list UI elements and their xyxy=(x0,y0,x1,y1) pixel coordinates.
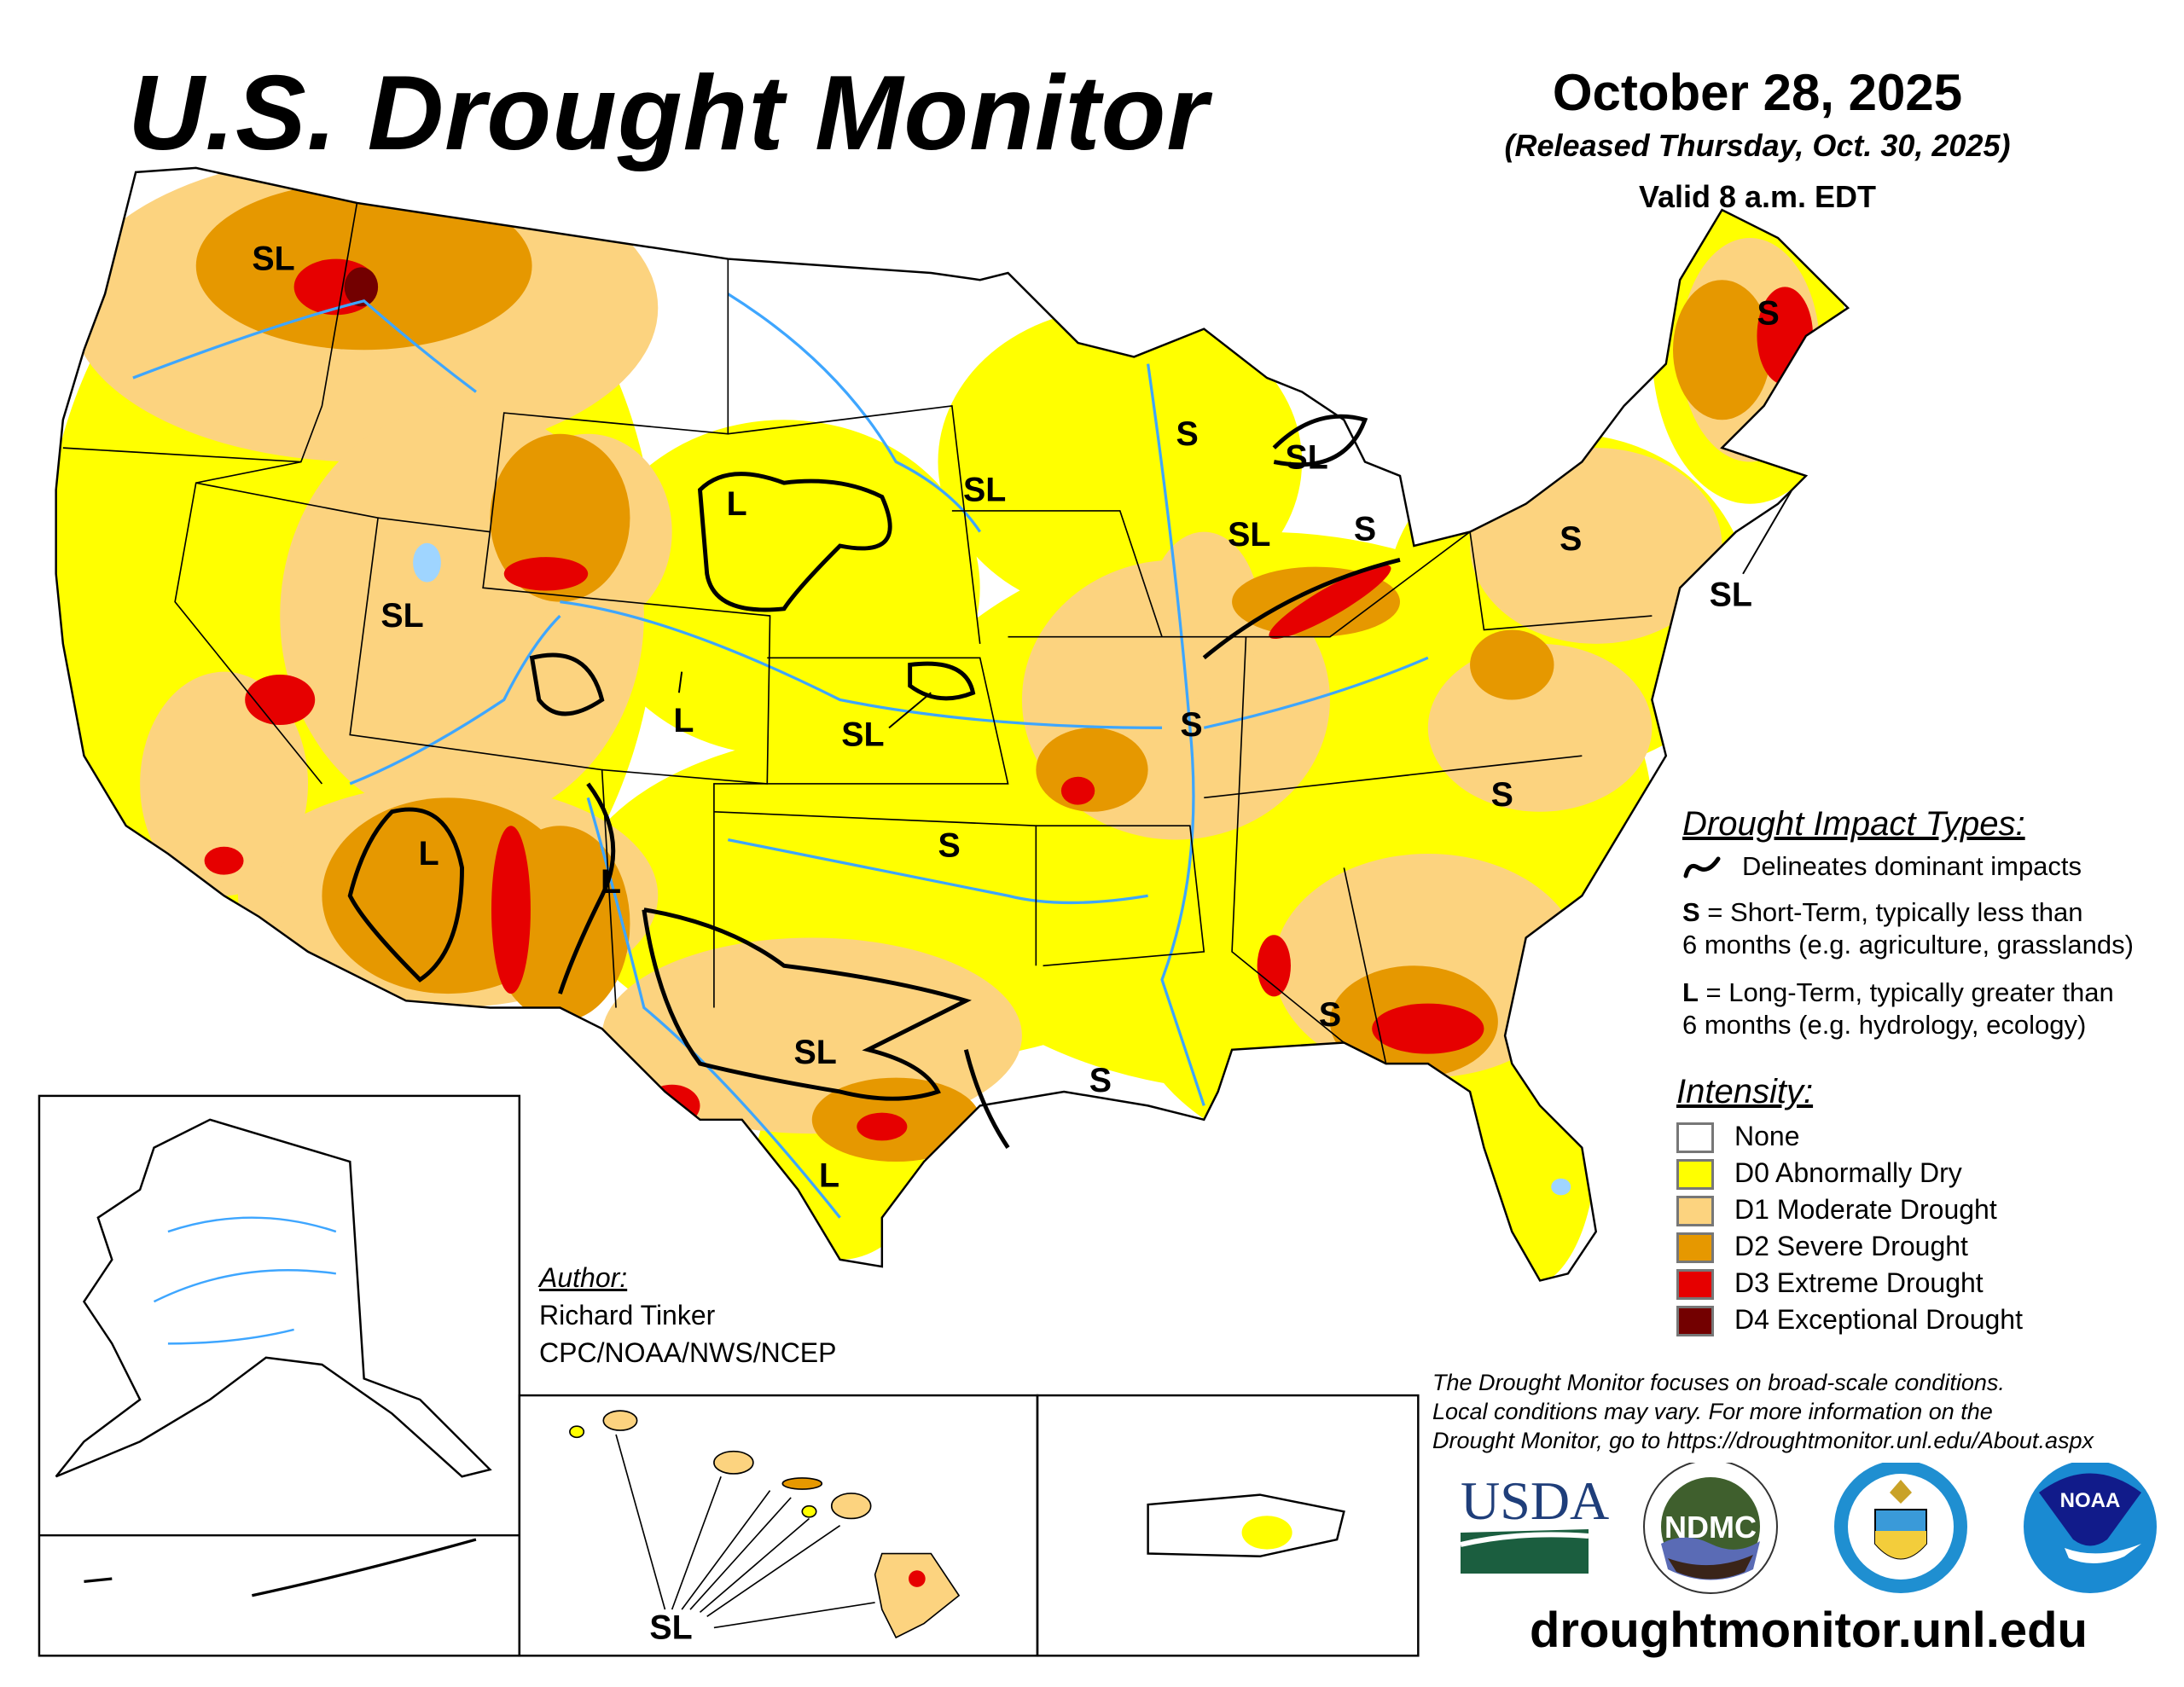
impact-label: L xyxy=(419,835,439,872)
boundary-line-icon xyxy=(1683,856,1721,878)
long-term-desc-1: = Long-Term, typically greater than xyxy=(1698,977,2114,1007)
short-term-desc: S = Short-Term, typically less than xyxy=(1682,896,2134,929)
inset-frames xyxy=(38,1094,1420,1657)
ndmc-logo: NDMC xyxy=(1643,1463,1778,1594)
website-url[interactable]: droughtmonitor.unl.edu xyxy=(1529,1603,2088,1658)
author-org: CPC/NOAA/NWS/NCEP xyxy=(539,1337,837,1368)
impact-label: SL xyxy=(963,471,1006,508)
impact-label: L xyxy=(601,863,621,901)
impact-legend: Drought Impact Types: Delineates dominan… xyxy=(1682,805,2134,1041)
impact-label: SL xyxy=(649,1609,692,1647)
partner-logos: USDA NDMC NOAA xyxy=(1460,1463,2157,1594)
impact-label: S xyxy=(1560,520,1582,558)
author-name: Richard Tinker xyxy=(539,1300,716,1330)
conus-outline xyxy=(55,166,1850,1282)
legend-label-d0: D0 Abnormally Dry xyxy=(1734,1157,1962,1188)
impact-label: SL xyxy=(380,597,423,635)
swatch-d2 xyxy=(1676,1232,1714,1263)
disclaimer-line: Local conditions may vary. For more info… xyxy=(1432,1399,1993,1424)
legend-label-d3: D3 Extreme Drought xyxy=(1734,1267,1984,1298)
boundary-line-desc: Delineates dominant impacts xyxy=(1742,851,2082,881)
intensity-legend-title: Intensity: xyxy=(1676,1073,1814,1110)
svg-text:NDMC: NDMC xyxy=(1664,1510,1757,1545)
valid-time: Valid 8 a.m. EDT xyxy=(1638,179,1877,214)
long-term-desc: L = Long-Term, typically greater than xyxy=(1682,977,2134,1009)
disclaimer-line: Drought Monitor, go to https://droughtmo… xyxy=(1432,1428,2094,1453)
swatch-d0 xyxy=(1676,1159,1714,1190)
disclaimer-line: The Drought Monitor focuses on broad-sca… xyxy=(1432,1370,2005,1395)
impact-label: S xyxy=(1089,1062,1112,1099)
d4-areas xyxy=(344,267,379,307)
page-title: U.S. Drought Monitor xyxy=(128,55,1209,172)
hawaii-inset xyxy=(569,1410,961,1639)
impact-label: L xyxy=(819,1157,839,1195)
short-term-desc-1: = Short-Term, typically less than xyxy=(1699,897,2083,927)
legend-label-none: None xyxy=(1734,1121,1800,1151)
short-term-key: S xyxy=(1682,897,1700,927)
impact-label: SL xyxy=(252,241,294,278)
impact-leader-lines xyxy=(677,489,1793,729)
impact-label: L xyxy=(673,702,694,739)
map-impact-labels: SL SL L SL S SL SL S S SL S L SL S S S L… xyxy=(252,241,1779,1647)
lakes xyxy=(413,542,1571,1196)
author-heading: Author: xyxy=(539,1262,628,1293)
impact-label: SL xyxy=(1710,577,1752,614)
legend-label-d2: D2 Severe Drought xyxy=(1734,1231,1968,1261)
usda-logo: USDA xyxy=(1460,1470,1609,1574)
svg-text:NOAA: NOAA xyxy=(2060,1489,2121,1512)
impact-label: S xyxy=(1491,776,1513,814)
impact-legend-title: Drought Impact Types: xyxy=(1682,805,2025,843)
release-date: (Released Thursday, Oct. 30, 2025) xyxy=(1504,128,2011,163)
map-date: October 28, 2025 xyxy=(1552,64,1963,121)
swatch-d4 xyxy=(1676,1306,1714,1336)
swatch-d1 xyxy=(1676,1196,1714,1226)
impact-label: L xyxy=(727,485,747,523)
noaa-logo: NOAA xyxy=(2024,1463,2157,1593)
intensity-legend: None D0 Abnormally Dry D1 Moderate Droug… xyxy=(1676,1121,2154,1370)
impact-label: SL xyxy=(1285,439,1327,477)
legend-label-d1: D1 Moderate Drought xyxy=(1734,1194,1997,1225)
impact-label: S xyxy=(1180,706,1202,744)
alaska-inset xyxy=(55,1118,492,1597)
disclaimer: The Drought Monitor focuses on broad-sca… xyxy=(1432,1368,2094,1455)
swatch-d3 xyxy=(1676,1269,1714,1300)
long-term-desc-2: 6 months (e.g. hydrology, ecology) xyxy=(1682,1010,2087,1040)
legend-label-d4: D4 Exceptional Drought xyxy=(1734,1304,2023,1335)
impact-label: S xyxy=(1319,996,1341,1034)
impact-boundaries xyxy=(347,414,1401,1149)
impact-label: S xyxy=(938,826,960,864)
department-of-commerce-seal xyxy=(1834,1463,1967,1593)
long-term-key: L xyxy=(1682,977,1699,1007)
impact-label: S xyxy=(1354,510,1376,548)
impact-label: S xyxy=(1176,415,1198,453)
impact-label: SL xyxy=(793,1034,836,1071)
author-block: Author: Richard Tinker CPC/NOAA/NWS/NCEP xyxy=(539,1259,836,1371)
impact-label: SL xyxy=(1228,516,1270,554)
swatch-none xyxy=(1676,1122,1714,1153)
state-borders xyxy=(62,202,1653,1064)
svg-text:USDA: USDA xyxy=(1461,1470,1609,1531)
impact-label: S xyxy=(1757,295,1779,333)
short-term-desc-2: 6 months (e.g. agriculture, grasslands) xyxy=(1682,930,2134,959)
impact-label: SL xyxy=(841,716,884,754)
puerto-rico-inset xyxy=(1147,1493,1345,1558)
conus xyxy=(55,166,1850,1282)
